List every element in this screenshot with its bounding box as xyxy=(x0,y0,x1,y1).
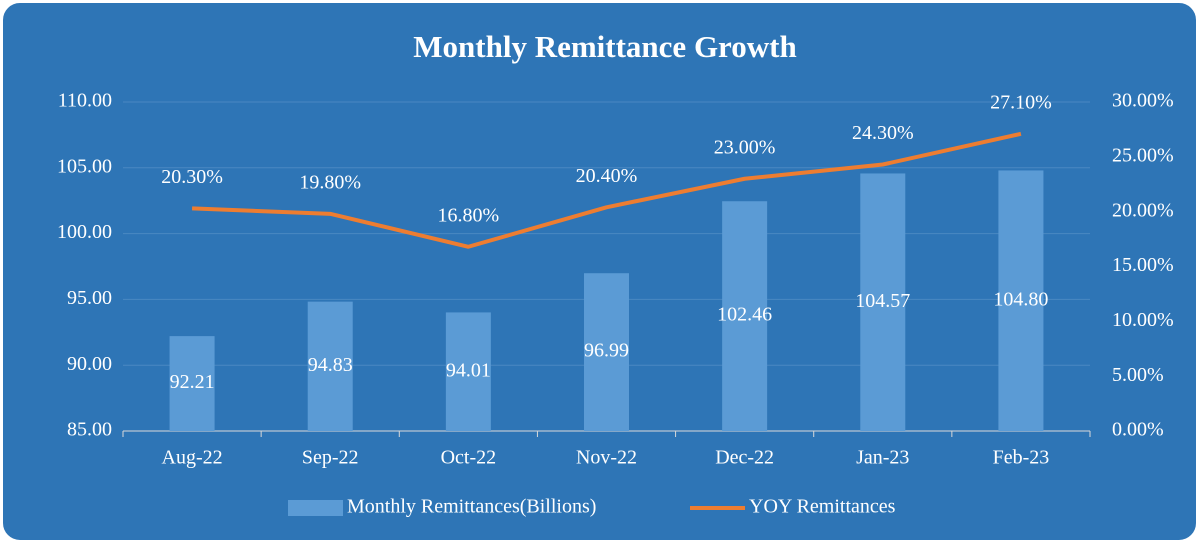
line-label: 20.40% xyxy=(576,165,638,187)
y2-tick-label: 30.00% xyxy=(1112,90,1174,112)
line-label: 23.00% xyxy=(714,136,776,158)
line-label: 16.80% xyxy=(438,204,500,226)
y2-tick-label: 10.00% xyxy=(1112,309,1174,331)
y2-tick-label: 20.00% xyxy=(1112,199,1174,221)
x-tick-label: Aug-22 xyxy=(162,447,223,469)
line-label: 24.30% xyxy=(852,122,914,144)
y-tick-label: 105.00 xyxy=(57,155,112,177)
x-tick-label: Jan-23 xyxy=(856,447,909,469)
y2-tick-label: 15.00% xyxy=(1112,254,1174,276)
x-tick-label: Feb-23 xyxy=(993,447,1050,469)
x-tick-label: Sep-22 xyxy=(302,447,359,469)
bar-label: 104.57 xyxy=(855,290,910,312)
y-tick-label: 110.00 xyxy=(58,90,112,112)
y2-tick-label: 0.00% xyxy=(1112,419,1164,441)
bar-label: 96.99 xyxy=(584,340,629,362)
chart-title: Monthly Remittance Growth xyxy=(413,29,796,64)
bar-label: 94.83 xyxy=(308,354,353,376)
bar xyxy=(169,336,215,431)
bar xyxy=(445,312,491,431)
y-tick-label: 100.00 xyxy=(57,221,112,243)
bar xyxy=(860,173,906,431)
x-tick-label: Nov-22 xyxy=(576,447,637,469)
y-tick-label: 90.00 xyxy=(67,353,112,375)
legend-label: Monthly Remittances(Billions) xyxy=(347,496,596,518)
bar-label: 94.01 xyxy=(446,359,491,381)
y2-tick-label: 25.00% xyxy=(1112,144,1174,166)
x-tick-label: Oct-22 xyxy=(441,447,497,469)
y2-tick-label: 5.00% xyxy=(1112,364,1164,386)
line-label: 19.80% xyxy=(299,171,361,193)
bar xyxy=(584,273,629,431)
line-label: 20.30% xyxy=(161,166,223,188)
bar-label: 92.21 xyxy=(170,371,215,393)
bar xyxy=(998,170,1044,431)
bar-label: 102.46 xyxy=(717,304,772,326)
bar-label: 104.80 xyxy=(993,288,1048,310)
y-tick-label: 85.00 xyxy=(67,419,112,441)
line-label: 27.10% xyxy=(990,91,1052,113)
bar xyxy=(307,301,353,431)
y-tick-label: 95.00 xyxy=(67,287,112,309)
bar xyxy=(722,201,768,431)
line xyxy=(191,131,1022,249)
legend-label: YOY Remittances xyxy=(749,496,896,518)
x-tick-label: Dec-22 xyxy=(715,447,774,469)
legend-swatch xyxy=(288,500,343,516)
